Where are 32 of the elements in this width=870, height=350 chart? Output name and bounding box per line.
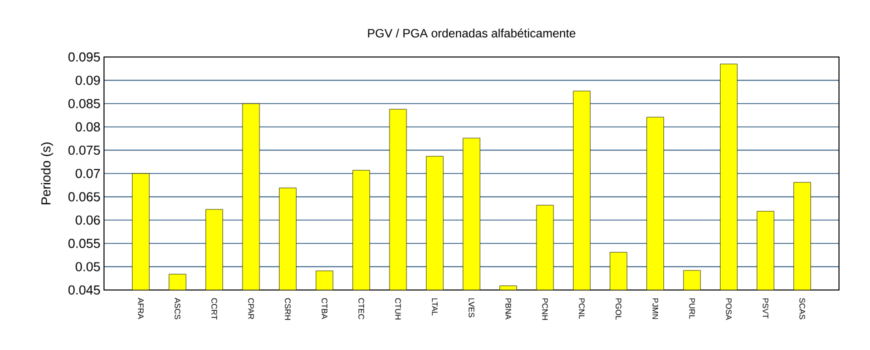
y-tick-label: 0.07 <box>76 168 100 178</box>
y-tick-label: 0.065 <box>68 192 100 202</box>
x-tick-label: CPAR <box>248 298 254 320</box>
x-tick-label: CTEC <box>358 298 364 320</box>
x-tick-label: ASCS <box>174 298 180 320</box>
x-tick-label: POSA <box>726 298 732 320</box>
y-tick-label: 0.05 <box>76 262 100 272</box>
x-tick-label: PSVT <box>762 298 768 318</box>
x-tick-label: AFRA <box>138 298 144 320</box>
x-tick-label: CTBA <box>322 298 328 320</box>
y-tick-label: 0.055 <box>68 238 100 248</box>
x-tick-label: CSRH <box>284 298 291 320</box>
x-tick-label: PGOL <box>616 298 622 320</box>
x-tick-label: PCNH <box>542 298 548 320</box>
x-tick-label: SCAS <box>799 298 806 320</box>
y-tick-label: 0.06 <box>76 215 100 225</box>
x-tick-label: PBNA <box>506 298 512 320</box>
x-tick-label: LVES <box>468 298 474 318</box>
y-tick-label: 0.08 <box>76 122 100 132</box>
y-tick-label: 0.075 <box>68 146 100 155</box>
x-tick-label: CTUH <box>395 298 401 320</box>
x-tick-label: PURL <box>689 298 695 319</box>
x-tick-label: PCNL <box>578 298 585 319</box>
x-tick-label: PJMN <box>652 298 658 319</box>
y-tick-label: 0.085 <box>68 98 100 108</box>
y-tick-label: 0.09 <box>76 76 100 85</box>
y-tick-label: 0.045 <box>68 285 100 295</box>
x-tick-label: LTAL <box>432 298 438 316</box>
x-tick-label: CCRT <box>211 298 218 320</box>
y-tick-label: 0.095 <box>68 52 100 62</box>
y-axis-title: Periodo (s) <box>40 142 54 204</box>
chart-title: PGV / PGA ordenadas alfabéticamente <box>368 28 576 38</box>
